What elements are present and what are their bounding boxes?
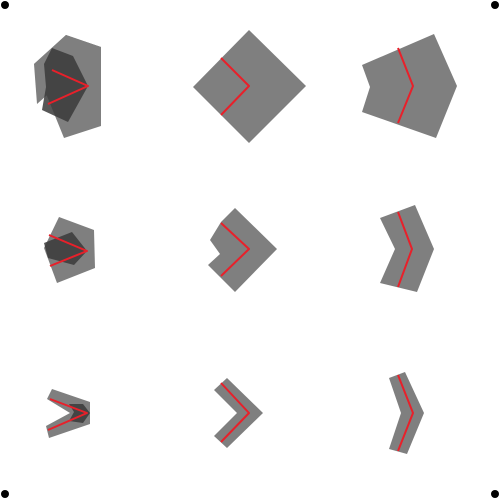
cell-row2-col1-split-wedge — [44, 217, 95, 283]
elbow-shape — [214, 378, 263, 448]
cell-row3-col2-square-elbow — [214, 378, 263, 448]
cell-row2-col3-bent-bar — [380, 205, 434, 292]
corner-marker-bottom-right — [491, 490, 499, 498]
bentbar-shape — [362, 34, 457, 138]
elbow-shape — [208, 208, 277, 292]
cell-row2-col2-square-elbow — [208, 208, 277, 292]
cell-row1-col3-bent-bar — [362, 34, 457, 138]
cell-row3-col1-split-wedge — [46, 389, 90, 438]
corner-marker-top-right — [491, 1, 499, 9]
cell-row3-col3-bent-bar — [389, 372, 424, 454]
cell-row1-col2-square-elbow — [193, 30, 306, 143]
bentbar-shape — [389, 372, 424, 454]
cell-row1-col1-split-wedge — [34, 35, 101, 138]
corner-marker-bottom-left — [1, 490, 9, 498]
bentbar-shape — [380, 205, 434, 292]
corner-marker-top-left — [1, 1, 9, 9]
